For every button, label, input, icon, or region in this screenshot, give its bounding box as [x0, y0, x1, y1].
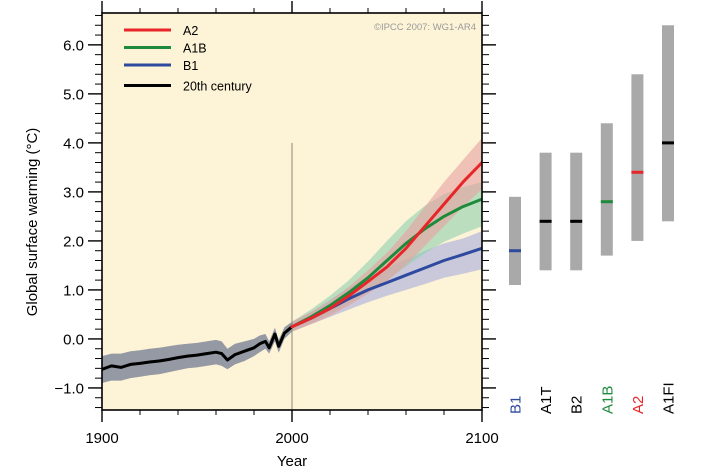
- range-bar-b1: [509, 196, 521, 286]
- scenario-label-a2: A2: [630, 396, 647, 414]
- line-a2: [290, 161, 482, 329]
- x-axis-label: Year: [277, 453, 307, 470]
- copyright-notice: ©IPCC 2007: WG1-AR4: [374, 22, 476, 33]
- x-tick-label: 2000: [275, 430, 308, 447]
- scenario-label-a1fi: A1FI: [661, 382, 678, 414]
- best-estimate-b1: [509, 249, 521, 253]
- y-tick-label: −1.0: [54, 380, 84, 397]
- band-a2: [292, 138, 482, 332]
- y-axis-label: Global surface warming (°C): [24, 128, 41, 317]
- legend: A2 A1B B1 20th century: [124, 24, 253, 94]
- best-estimate-a2: [631, 170, 644, 174]
- range-bar-a1fi: [662, 25, 674, 222]
- range-bar-a2: [631, 74, 644, 241]
- y-tick-label: 5.0: [63, 86, 84, 103]
- legend-label: B1: [183, 59, 198, 73]
- series-lines: [102, 161, 482, 371]
- line-20th-century: [102, 325, 294, 371]
- y-tick-label: 6.0: [63, 37, 84, 54]
- legend-label: A1B: [183, 42, 207, 56]
- y-tick-label: 2.0: [63, 233, 84, 250]
- scenario-range-bars: B1 A1T B2 A1B A2 A1FI: [508, 25, 678, 414]
- x-tick-label: 2100: [465, 430, 498, 447]
- y-tick-label: 0.0: [63, 331, 84, 348]
- y-tick-label: 1.0: [63, 282, 84, 299]
- scenario-label-b2: B2: [569, 396, 586, 414]
- legend-label: A2: [183, 24, 198, 38]
- legend-label: 20th century: [183, 80, 253, 94]
- best-estimate-a1b: [600, 200, 613, 204]
- y-tick-label: 3.0: [63, 184, 84, 201]
- scenario-label-b1: B1: [508, 396, 525, 414]
- axes: −1.0 0.0 1.0 2.0 3.0 4.0 5.0 6.0 1900 2000 2100: [54, 1, 499, 447]
- y-tick-label: 4.0: [63, 135, 84, 152]
- range-bar-a1b: [600, 123, 613, 256]
- range-bar-a1t: [539, 152, 552, 271]
- scenario-label-a1t: A1T: [538, 386, 555, 414]
- best-estimate-a1fi: [662, 141, 674, 145]
- range-bar-b2: [570, 152, 583, 271]
- x-tick-label: 1900: [85, 430, 118, 447]
- band-20th-century: [102, 321, 292, 383]
- scenario-label-a1b: A1B: [599, 386, 616, 414]
- best-estimate-a1t: [539, 219, 552, 223]
- line-a1b: [290, 197, 482, 329]
- best-estimate-b2: [570, 219, 583, 223]
